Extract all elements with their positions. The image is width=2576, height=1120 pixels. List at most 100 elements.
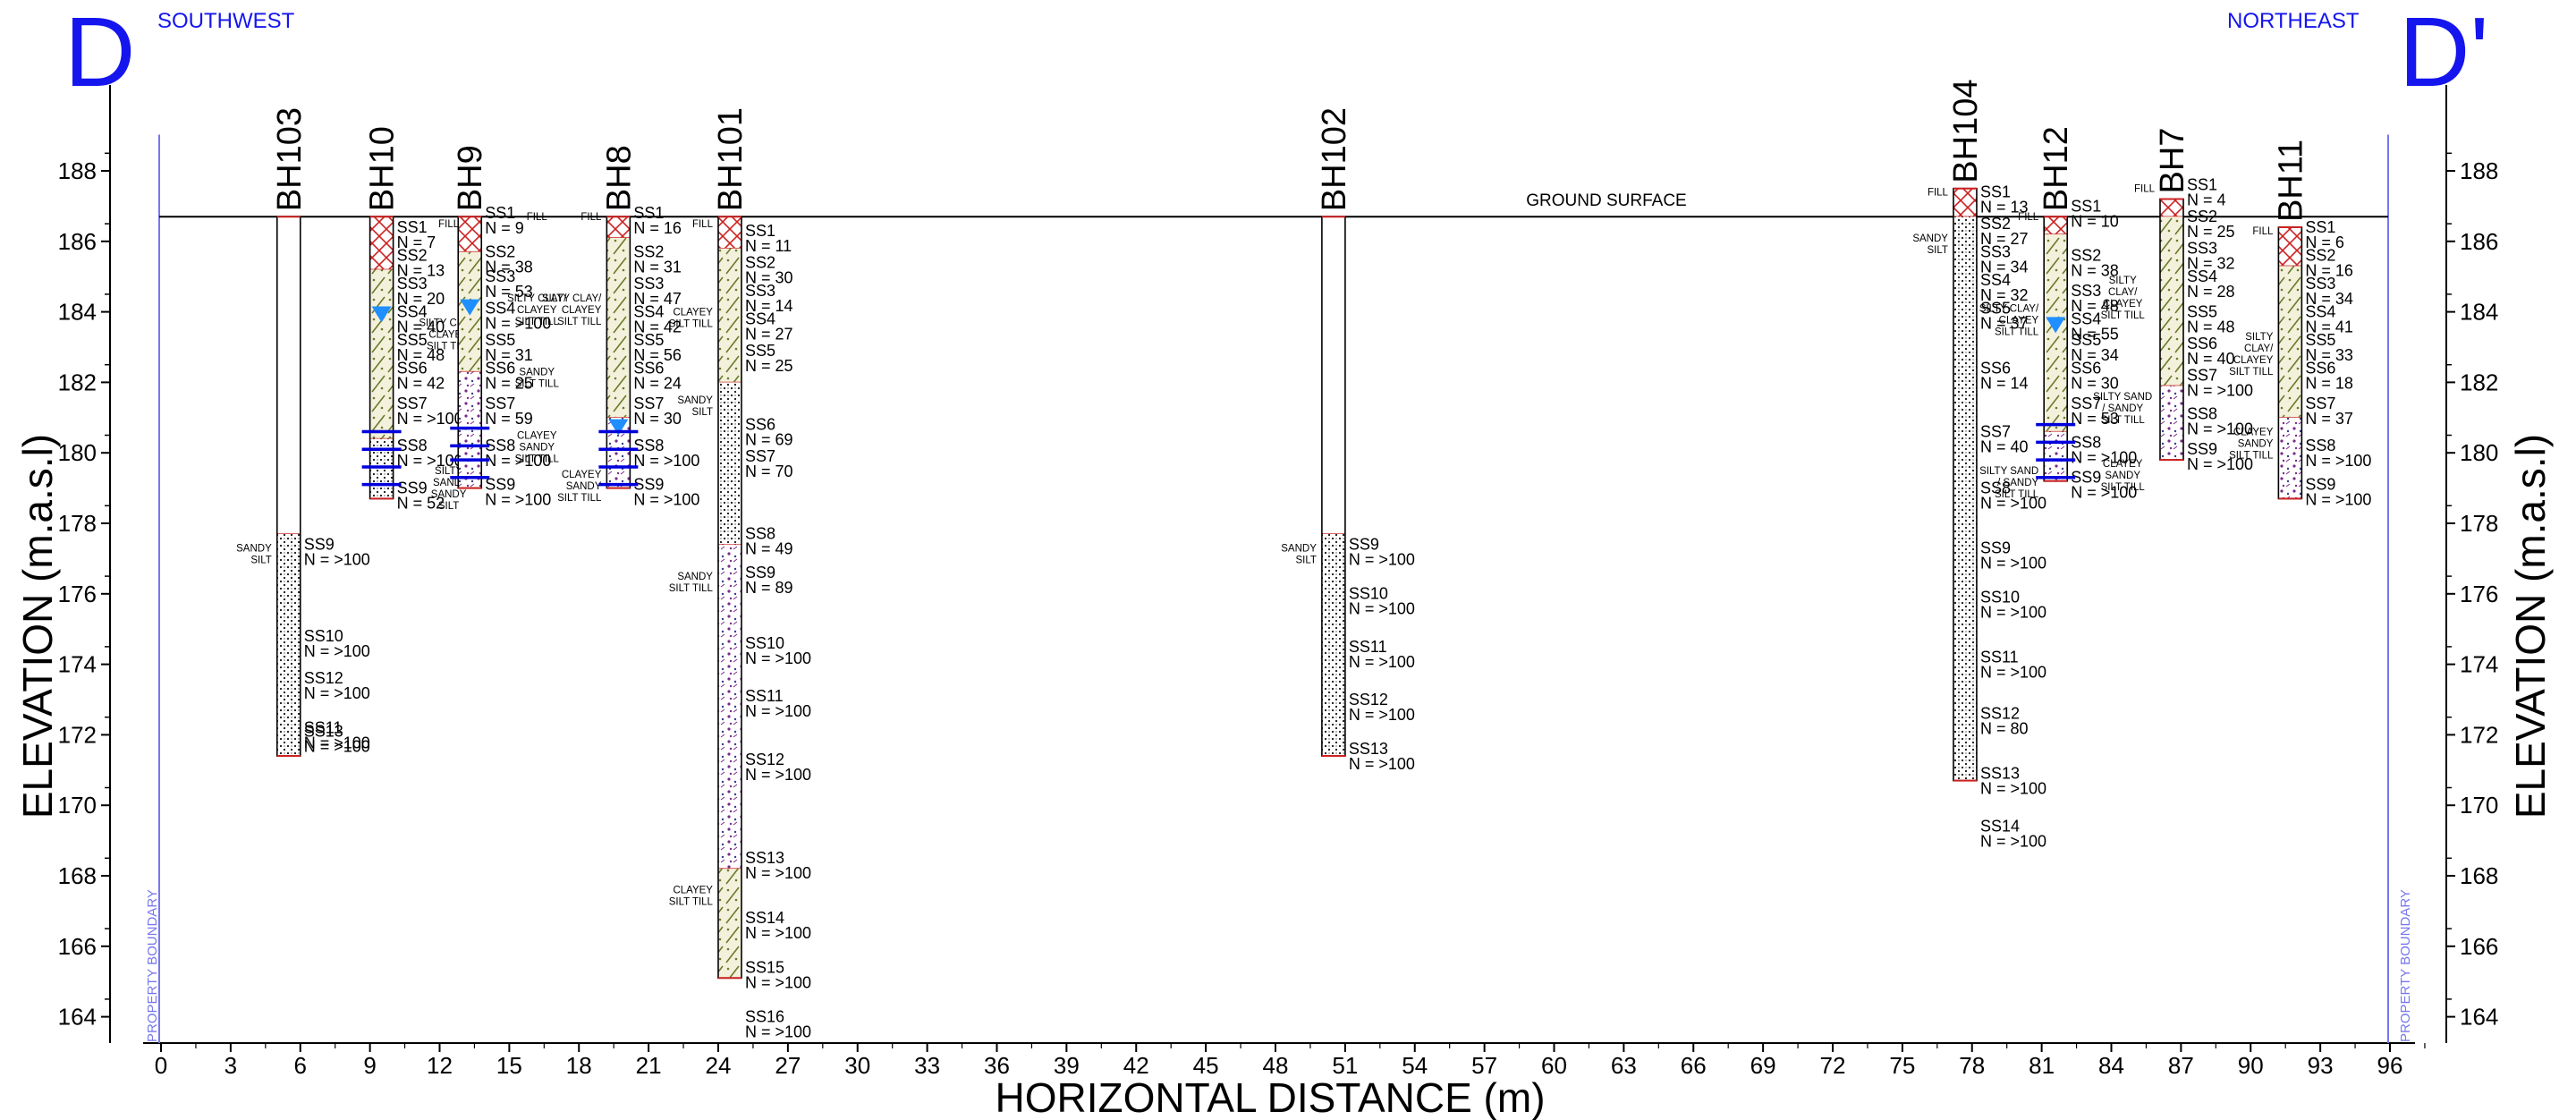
sample-id: SS2: [2305, 246, 2335, 264]
sample-id: SS3: [2071, 282, 2101, 300]
x-tick-label: 72: [1820, 1052, 1846, 1079]
y-tick-label: 186: [2460, 228, 2498, 255]
sample-n-value: N = >100: [1980, 494, 2046, 512]
sample-n-value: N = 49: [745, 540, 793, 558]
sample-id: SS1: [2187, 176, 2217, 194]
sample-id: SS10: [745, 634, 784, 652]
sample-n-value: N = 32: [2187, 255, 2235, 273]
sample-n-value: N = 10: [2071, 212, 2119, 230]
sample-id: SS10: [1980, 589, 2020, 607]
x-tick-label: 36: [984, 1052, 1010, 1079]
sample-id: SS13: [745, 849, 784, 867]
sample-n-value: N = 42: [397, 375, 445, 393]
sample-id: SS5: [2071, 331, 2101, 349]
soil-label: SILT TILL: [669, 319, 714, 330]
x-tick-label: 51: [1332, 1052, 1358, 1079]
sample-n-value: N = 59: [485, 410, 533, 428]
sample-id: SS8: [485, 437, 515, 454]
soil-label: SILTY CLAY/: [1979, 304, 2039, 315]
soil-layer-blank: [1321, 216, 1345, 534]
soil-label: SILT: [1295, 556, 1316, 566]
sample-n-value: N = >100: [485, 315, 551, 333]
y-tick-label: 174: [58, 651, 97, 678]
y-tick-label: 166: [2460, 933, 2498, 960]
soil-label: SANDY: [566, 481, 602, 492]
sample-id: SS4: [745, 310, 775, 327]
sample-n-value: N = 53: [485, 283, 533, 301]
soil-layer-sandy-silt: [1953, 216, 1977, 781]
x-tick-label: 18: [566, 1052, 592, 1079]
sample-n-value: N = 38: [2071, 261, 2119, 279]
sample-id: SS12: [1980, 705, 2020, 723]
y-tick-label: 184: [58, 299, 97, 326]
ground-surface-label: GROUND SURFACE: [1526, 191, 1686, 210]
sample-id: SS7: [1980, 422, 2011, 440]
sample-id: SS7: [2071, 395, 2101, 412]
sample-n-value: N = >100: [304, 737, 370, 755]
sample-id: SS7: [397, 395, 428, 412]
soil-label: SILT TILL: [1995, 327, 2039, 338]
sample-n-value: N = >100: [2187, 381, 2253, 399]
soil-label: SANDY: [236, 544, 272, 555]
x-tick-label: 24: [706, 1052, 732, 1079]
sample-id: SS14: [745, 909, 784, 927]
water-level-icon: [371, 306, 392, 323]
sample-id: SS1: [2071, 197, 2101, 215]
borehole-name: BH104: [1947, 79, 1985, 182]
sample-id: SS6: [2305, 360, 2335, 378]
sample-id: SS4: [397, 302, 428, 320]
sample-id: SS3: [633, 275, 664, 293]
sample-id: SS9: [397, 479, 428, 496]
direction-left: SOUTHWEST: [157, 9, 295, 33]
y-tick-label: 182: [58, 369, 97, 395]
sample-n-value: N = 30: [745, 268, 793, 286]
soil-label: FILL: [2252, 226, 2274, 237]
soil-label: FILL: [692, 219, 714, 230]
soil-label: CLAYEY: [562, 470, 602, 480]
soil-label: SANDY: [1281, 544, 1317, 555]
soil-layer-till: [606, 237, 631, 418]
sample-n-value: N = 55: [2071, 325, 2119, 343]
sample-id: SS10: [304, 627, 343, 645]
x-tick-label: 33: [914, 1052, 940, 1079]
sample-n-value: N = 27: [745, 325, 793, 343]
soil-label: FILL: [438, 219, 460, 230]
sample-n-value: N = 16: [633, 219, 682, 237]
sample-id: SS12: [1349, 691, 1388, 708]
sample-id: SS7: [745, 447, 775, 465]
soil-label: SILT TILL: [557, 493, 602, 504]
soil-layer-sandy-silt: [1321, 533, 1345, 757]
soil-layer-clayey-till: [458, 371, 482, 488]
soil-label: CLAY/: [2244, 344, 2274, 354]
sample-n-value: N = 38: [485, 259, 533, 276]
sample-n-value: N = 24: [633, 375, 682, 393]
soil-label: SILT TILL: [2229, 451, 2274, 462]
sample-n-value: N = >100: [1980, 833, 2046, 851]
y-tick-label: 184: [2460, 299, 2498, 326]
sample-id: SS5: [2187, 302, 2217, 320]
x-tick-label: 93: [2308, 1052, 2334, 1079]
sample-n-value: N = >100: [304, 684, 370, 702]
y-tick-label: 182: [2460, 369, 2498, 395]
soil-label: SILT TILL: [515, 379, 560, 390]
sample-id: SS13: [304, 722, 343, 740]
x-tick-label: 96: [2377, 1052, 2403, 1079]
sample-id: SS3: [745, 282, 775, 300]
y-tick-label: 188: [2460, 157, 2498, 184]
y-tick-label: 180: [58, 439, 97, 466]
sample-id: SS6: [485, 360, 515, 378]
sample-n-value: N = 6: [2305, 233, 2344, 251]
soil-layer-fill: [717, 216, 741, 249]
sample-id: SS9: [745, 564, 775, 581]
soil-layer-till: [2278, 266, 2302, 418]
soil-label: SILTY SAND: [2093, 392, 2152, 403]
soil-layer-clayey-till: [717, 544, 741, 870]
water-level-icon: [460, 299, 480, 316]
soil-label: CLAYEY: [2233, 355, 2274, 366]
sample-id: SS8: [2305, 437, 2335, 454]
borehole-name: BH12: [2038, 126, 2075, 211]
